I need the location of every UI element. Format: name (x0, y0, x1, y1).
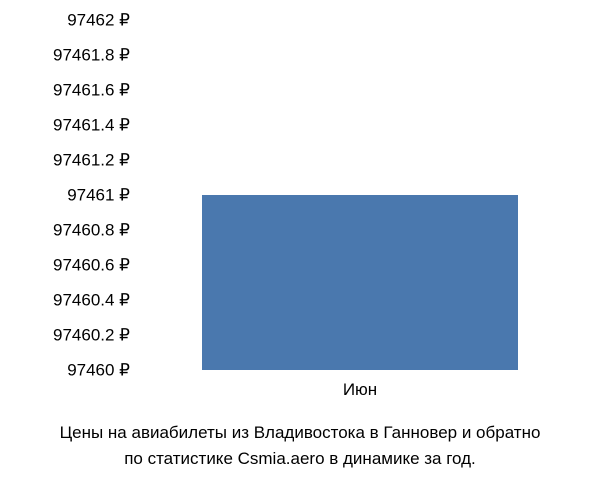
y-tick-label: 97460.4 ₽ (0, 292, 130, 309)
y-tick-label: 97461.8 ₽ (0, 47, 130, 64)
y-tick-label: 97462 ₽ (0, 12, 130, 29)
y-tick-label: 97461.4 ₽ (0, 117, 130, 134)
y-tick-label: 97460 ₽ (0, 362, 130, 379)
y-tick-label: 97461.6 ₽ (0, 82, 130, 99)
caption-line-1: Цены на авиабилеты из Владивостока в Ган… (60, 423, 541, 442)
y-axis: 97462 ₽97461.8 ₽97461.6 ₽97461.4 ₽97461.… (0, 20, 130, 370)
x-tick-label: Июн (140, 380, 580, 400)
plot-area (140, 20, 580, 370)
price-chart: 97462 ₽ 97461.8 ₽ 97461.6 ₽ 97461.4 ₽ 97461.… (0, 0, 600, 500)
caption-line-2: по статистике Csmia.aero в динамике за г… (124, 449, 476, 468)
y-tick-label: 97461 ₽ (0, 187, 130, 204)
y-tick-label: 97460.6 ₽ (0, 257, 130, 274)
y-tick-label: 97460.2 ₽ (0, 327, 130, 344)
y-tick-label: 97461.2 ₽ (0, 152, 130, 169)
y-tick-label: 97460.8 ₽ (0, 222, 130, 239)
bar (202, 195, 519, 370)
chart-caption: Цены на авиабилеты из Владивостока в Ган… (0, 420, 600, 471)
